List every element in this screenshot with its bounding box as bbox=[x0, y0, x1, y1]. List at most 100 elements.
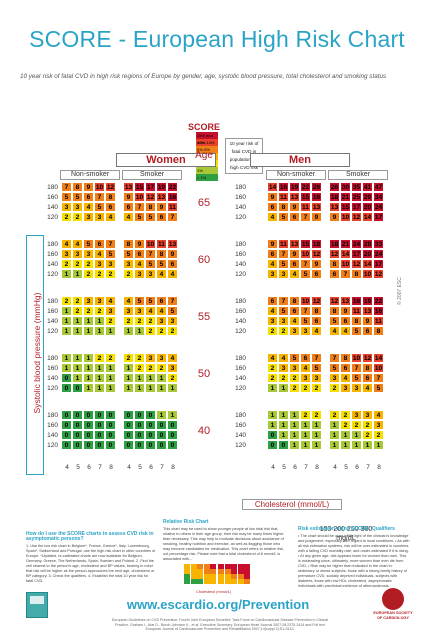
risk-cell: 4 bbox=[95, 250, 105, 259]
risk-cell: 2 bbox=[73, 260, 83, 269]
relative-risk-text: This chart may be used to show younger p… bbox=[163, 527, 285, 561]
risk-cell: 10 bbox=[146, 240, 156, 249]
legend-level: 10%-14% bbox=[196, 139, 218, 146]
cholesterol-tick-label: 6 bbox=[355, 464, 359, 471]
risk-cell: 2 bbox=[363, 431, 373, 440]
risk-cell: 6 bbox=[95, 240, 105, 249]
cholesterol-tick-label: 4 bbox=[65, 464, 69, 471]
mini-risk-cell bbox=[184, 574, 190, 579]
risk-cell: 1 bbox=[374, 441, 384, 450]
risk-cell: 8 bbox=[290, 297, 300, 306]
risk-cell: 1 bbox=[312, 431, 322, 440]
risk-cell: 9 bbox=[341, 307, 351, 316]
risk-cell: 18 bbox=[330, 240, 340, 249]
sbp-tick-label: 160 bbox=[235, 308, 246, 315]
mini-risk-cell bbox=[184, 569, 190, 574]
risk-cell: 19 bbox=[363, 297, 373, 306]
esc-logo-text: EUROPEAN SOCIETY OF CARDIOLOGY bbox=[373, 611, 413, 620]
risk-cell: 12 bbox=[363, 354, 373, 363]
risk-cell: 4 bbox=[341, 327, 351, 336]
risk-cell: 3 bbox=[312, 374, 322, 383]
risk-cell: 0 bbox=[95, 431, 105, 440]
risk-cell: 7 bbox=[301, 260, 311, 269]
risk-cell: 0 bbox=[62, 374, 72, 383]
risk-cell: 10 bbox=[341, 213, 351, 222]
risk-cell: 3 bbox=[146, 270, 156, 279]
risk-cell: 3 bbox=[279, 317, 289, 326]
risk-cell: 2 bbox=[268, 327, 278, 336]
risk-cell: 10 bbox=[301, 250, 311, 259]
men-smoker-header: Smoker bbox=[328, 170, 388, 180]
mini-risk-cell bbox=[218, 569, 224, 574]
risk-cell: 4 bbox=[268, 213, 278, 222]
risk-cell: 1 bbox=[290, 441, 300, 450]
risk-cell: 2 bbox=[106, 317, 116, 326]
risk-cell: 5 bbox=[312, 364, 322, 373]
sbp-tick-label: 140 bbox=[235, 318, 246, 325]
risk-cell: 0 bbox=[62, 431, 72, 440]
risk-cell: 6 bbox=[157, 297, 167, 306]
risk-cell: 1 bbox=[84, 364, 94, 373]
mini-risk-cell bbox=[237, 579, 244, 584]
sbp-tick-label: 120 bbox=[235, 442, 246, 449]
risk-cell: 4 bbox=[157, 307, 167, 316]
risk-cell: 5 bbox=[290, 354, 300, 363]
sbp-tick-label: 180 bbox=[47, 241, 58, 248]
sbp-tick-label: 160 bbox=[47, 365, 58, 372]
risk-cell: 1 bbox=[363, 441, 373, 450]
mini-risk-cell bbox=[224, 579, 231, 584]
qualifiers-heading: Risk estimation using SCORE: Qualifiers bbox=[298, 526, 395, 532]
risk-cell: 4 bbox=[279, 354, 289, 363]
risk-cell: 0 bbox=[84, 441, 94, 450]
risk-cell: 2 bbox=[146, 317, 156, 326]
risk-cell: 3 bbox=[106, 260, 116, 269]
risk-cell: 17 bbox=[352, 203, 362, 212]
risk-cell: 0 bbox=[124, 431, 134, 440]
relative-risk-block: Relative Risk Chart This chart may be us… bbox=[163, 520, 288, 562]
risk-cell: 16 bbox=[352, 297, 362, 306]
risk-cell: 1 bbox=[73, 270, 83, 279]
risk-cell: 5 bbox=[279, 307, 289, 316]
mini-risk-cell bbox=[184, 579, 190, 584]
mini-risk-cell bbox=[190, 564, 197, 569]
risk-cell: 5 bbox=[146, 213, 156, 222]
risk-cell: 3 bbox=[290, 327, 300, 336]
mini-risk-cell bbox=[197, 564, 203, 569]
risk-cell: 1 bbox=[279, 421, 289, 430]
risk-cell: 9 bbox=[312, 213, 322, 222]
risk-cell: 3 bbox=[62, 250, 72, 259]
risk-cell: 7 bbox=[62, 183, 72, 192]
mini-risk-cell bbox=[244, 579, 250, 584]
risk-cell: 3 bbox=[95, 260, 105, 269]
risk-cell: 6 bbox=[363, 327, 373, 336]
risk-cell: 1 bbox=[301, 441, 311, 450]
risk-cell: 17 bbox=[352, 250, 362, 259]
risk-cell: 9 bbox=[135, 240, 145, 249]
risk-cell: 7 bbox=[301, 213, 311, 222]
mini-risk-cell bbox=[218, 579, 224, 584]
risk-cell: 4 bbox=[374, 411, 384, 420]
risk-cell: 3 bbox=[279, 270, 289, 279]
risk-cell: 1 bbox=[95, 374, 105, 383]
sbp-tick-label: 180 bbox=[235, 355, 246, 362]
risk-cell: 5 bbox=[146, 297, 156, 306]
risk-cell: 9 bbox=[157, 203, 167, 212]
risk-cell: 4 bbox=[312, 327, 322, 336]
footer-url-link[interactable]: www.escardio.org/Prevention bbox=[126, 597, 310, 612]
risk-cell: 15 bbox=[301, 240, 311, 249]
risk-cell: 13 bbox=[363, 307, 373, 316]
risk-cell: 3 bbox=[135, 307, 145, 316]
risk-cell: 8 bbox=[363, 364, 373, 373]
risk-cell: 0 bbox=[106, 421, 116, 430]
risk-cell: 1 bbox=[352, 441, 362, 450]
systolic-bp-axis-label: Systolic blood pressure (mmHg) bbox=[26, 235, 44, 475]
risk-cell: 1 bbox=[135, 374, 145, 383]
risk-cell: 10 bbox=[352, 354, 362, 363]
risk-cell: 13 bbox=[330, 203, 340, 212]
risk-cell: 0 bbox=[135, 431, 145, 440]
mini-risk-cell bbox=[210, 569, 216, 574]
mini-risk-cell bbox=[197, 574, 203, 579]
risk-cell: 0 bbox=[73, 421, 83, 430]
risk-cell: 3 bbox=[95, 213, 105, 222]
mini-risk-cell bbox=[218, 574, 224, 579]
